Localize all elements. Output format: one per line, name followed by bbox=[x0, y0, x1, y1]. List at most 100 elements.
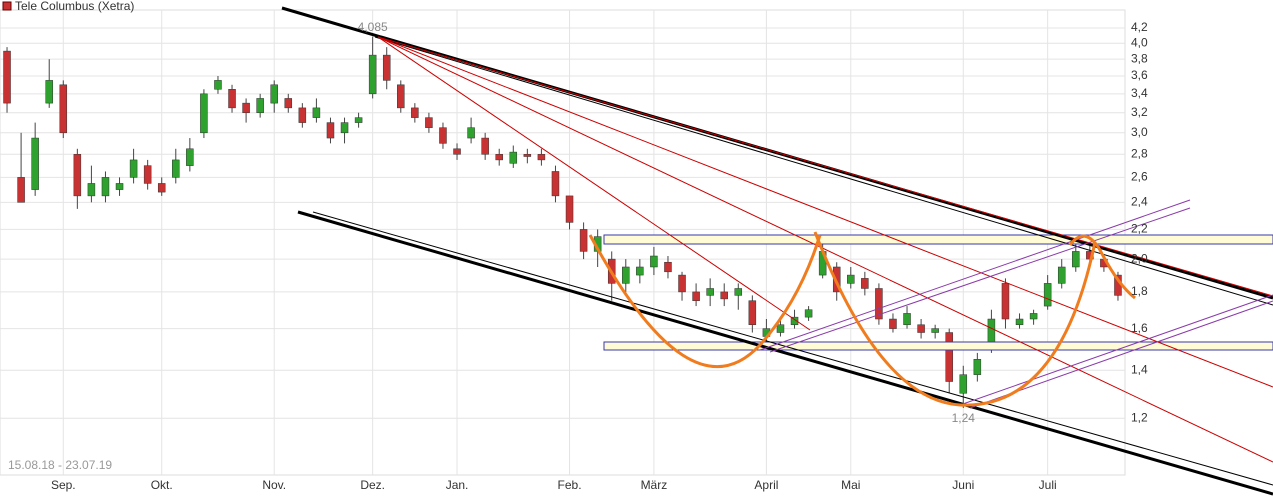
y-tick-label: 1,8 bbox=[1131, 284, 1148, 298]
y-tick-label: 4,0 bbox=[1131, 35, 1148, 49]
candle-body bbox=[256, 98, 264, 113]
labels: 1,2 1,4 1,6 1,8 2,0 2,2 2,4 2,6 2,8 3,0 3,2 3,4 3,6 3… bbox=[51, 20, 1148, 492]
candle-body bbox=[453, 148, 461, 155]
candle-body bbox=[467, 127, 475, 139]
candle-body bbox=[664, 261, 672, 273]
candle-body bbox=[31, 137, 39, 190]
candle-body bbox=[298, 107, 307, 123]
candle-body bbox=[368, 54, 377, 95]
y-tick-label: 1,6 bbox=[1131, 321, 1148, 335]
x-tick-label: Dez. bbox=[360, 478, 385, 492]
candle-body bbox=[242, 102, 250, 113]
cup-curve bbox=[588, 234, 822, 369]
y-tick-label: 3,4 bbox=[1131, 86, 1148, 100]
y-tick-label: 1,4 bbox=[1131, 362, 1148, 376]
candle-body bbox=[636, 266, 644, 276]
trend-line bbox=[374, 36, 1273, 306]
trend-line bbox=[297, 210, 1273, 496]
candle-body bbox=[650, 255, 658, 268]
y-tick-label: 4,2 bbox=[1131, 20, 1148, 34]
x-tick-label: April bbox=[754, 478, 778, 492]
y-tick-label: 3,6 bbox=[1131, 68, 1148, 82]
candle-body bbox=[875, 288, 883, 320]
x-tick-label: Okt. bbox=[151, 478, 173, 492]
candle-body bbox=[157, 183, 166, 193]
candle-body bbox=[143, 165, 152, 184]
x-tick-label: Sep. bbox=[51, 478, 76, 492]
candle-body bbox=[748, 300, 757, 325]
annotation: 4,085 bbox=[358, 20, 388, 34]
x-tick-label: März bbox=[641, 478, 668, 492]
x-tick-label: Mai bbox=[841, 478, 860, 492]
candle-body bbox=[87, 183, 96, 197]
candle-body bbox=[889, 318, 897, 329]
candle-body bbox=[959, 374, 968, 394]
annotation: 1,24 bbox=[952, 411, 976, 425]
candle-body bbox=[804, 309, 813, 318]
channel-line bbox=[769, 207, 1191, 353]
candle-body bbox=[1015, 318, 1024, 325]
x-tick-label: Jan. bbox=[446, 478, 469, 492]
candle-body bbox=[1072, 251, 1080, 268]
candle-body bbox=[1001, 283, 1010, 320]
candle-body bbox=[411, 107, 419, 118]
candle-body bbox=[270, 84, 278, 104]
y-tick-label: 2,2 bbox=[1131, 222, 1148, 236]
candle-body bbox=[776, 324, 785, 333]
candle-body bbox=[73, 154, 82, 197]
candle-body bbox=[382, 54, 391, 81]
candle-body bbox=[692, 291, 700, 301]
candle-body bbox=[214, 80, 222, 90]
candle-body bbox=[3, 50, 11, 104]
x-tick-label: Nov. bbox=[262, 478, 286, 492]
candle-body bbox=[397, 84, 405, 109]
y-tick-label: 1,2 bbox=[1131, 410, 1148, 424]
y-tick-label: 2,4 bbox=[1131, 194, 1148, 208]
candle-body bbox=[481, 137, 489, 155]
candle-body bbox=[537, 154, 546, 161]
y-tick-label: 2,6 bbox=[1131, 170, 1148, 184]
fan-line bbox=[377, 36, 1273, 463]
candle-body bbox=[917, 324, 925, 333]
fan-line bbox=[377, 36, 1273, 297]
candle-body bbox=[678, 274, 686, 293]
candle-body bbox=[1057, 266, 1066, 284]
x-tick-label: Juli bbox=[1039, 478, 1057, 492]
candle-body bbox=[439, 127, 447, 144]
candle-body bbox=[931, 328, 939, 333]
candle-body bbox=[200, 93, 208, 134]
candle-body bbox=[495, 154, 503, 161]
candle-body bbox=[284, 98, 293, 109]
legend-swatch bbox=[2, 1, 12, 11]
candle-body bbox=[354, 117, 363, 123]
candle-body bbox=[45, 80, 53, 104]
trend-line bbox=[312, 211, 1273, 486]
candle-body bbox=[425, 117, 433, 128]
y-tick-label: 3,8 bbox=[1131, 51, 1148, 65]
candle-body bbox=[326, 122, 335, 139]
y-tick-label: 3,2 bbox=[1131, 105, 1148, 119]
date-range: 15.08.18 - 23.07.19 bbox=[8, 458, 112, 472]
candle-body bbox=[565, 195, 574, 223]
channel-line bbox=[759, 199, 1191, 351]
candle-body bbox=[129, 159, 138, 178]
candle-body bbox=[1029, 313, 1038, 320]
cup-curve bbox=[1068, 234, 1136, 300]
fan-line bbox=[377, 36, 1273, 388]
candle-body bbox=[101, 177, 110, 197]
candle-body bbox=[847, 274, 855, 284]
y-tick-label: 3,0 bbox=[1131, 125, 1148, 139]
x-tick-label: Feb. bbox=[558, 478, 582, 492]
candle-body bbox=[115, 183, 124, 190]
candle-body bbox=[861, 278, 869, 289]
candle-body bbox=[903, 313, 911, 325]
fan-line bbox=[377, 36, 811, 331]
candle-body bbox=[579, 229, 588, 252]
x-tick-label: Juni bbox=[952, 478, 974, 492]
y-tick-label: 2,8 bbox=[1131, 146, 1148, 160]
candle-body bbox=[720, 291, 728, 300]
candle-body bbox=[790, 316, 799, 325]
candle-body bbox=[1043, 283, 1052, 307]
